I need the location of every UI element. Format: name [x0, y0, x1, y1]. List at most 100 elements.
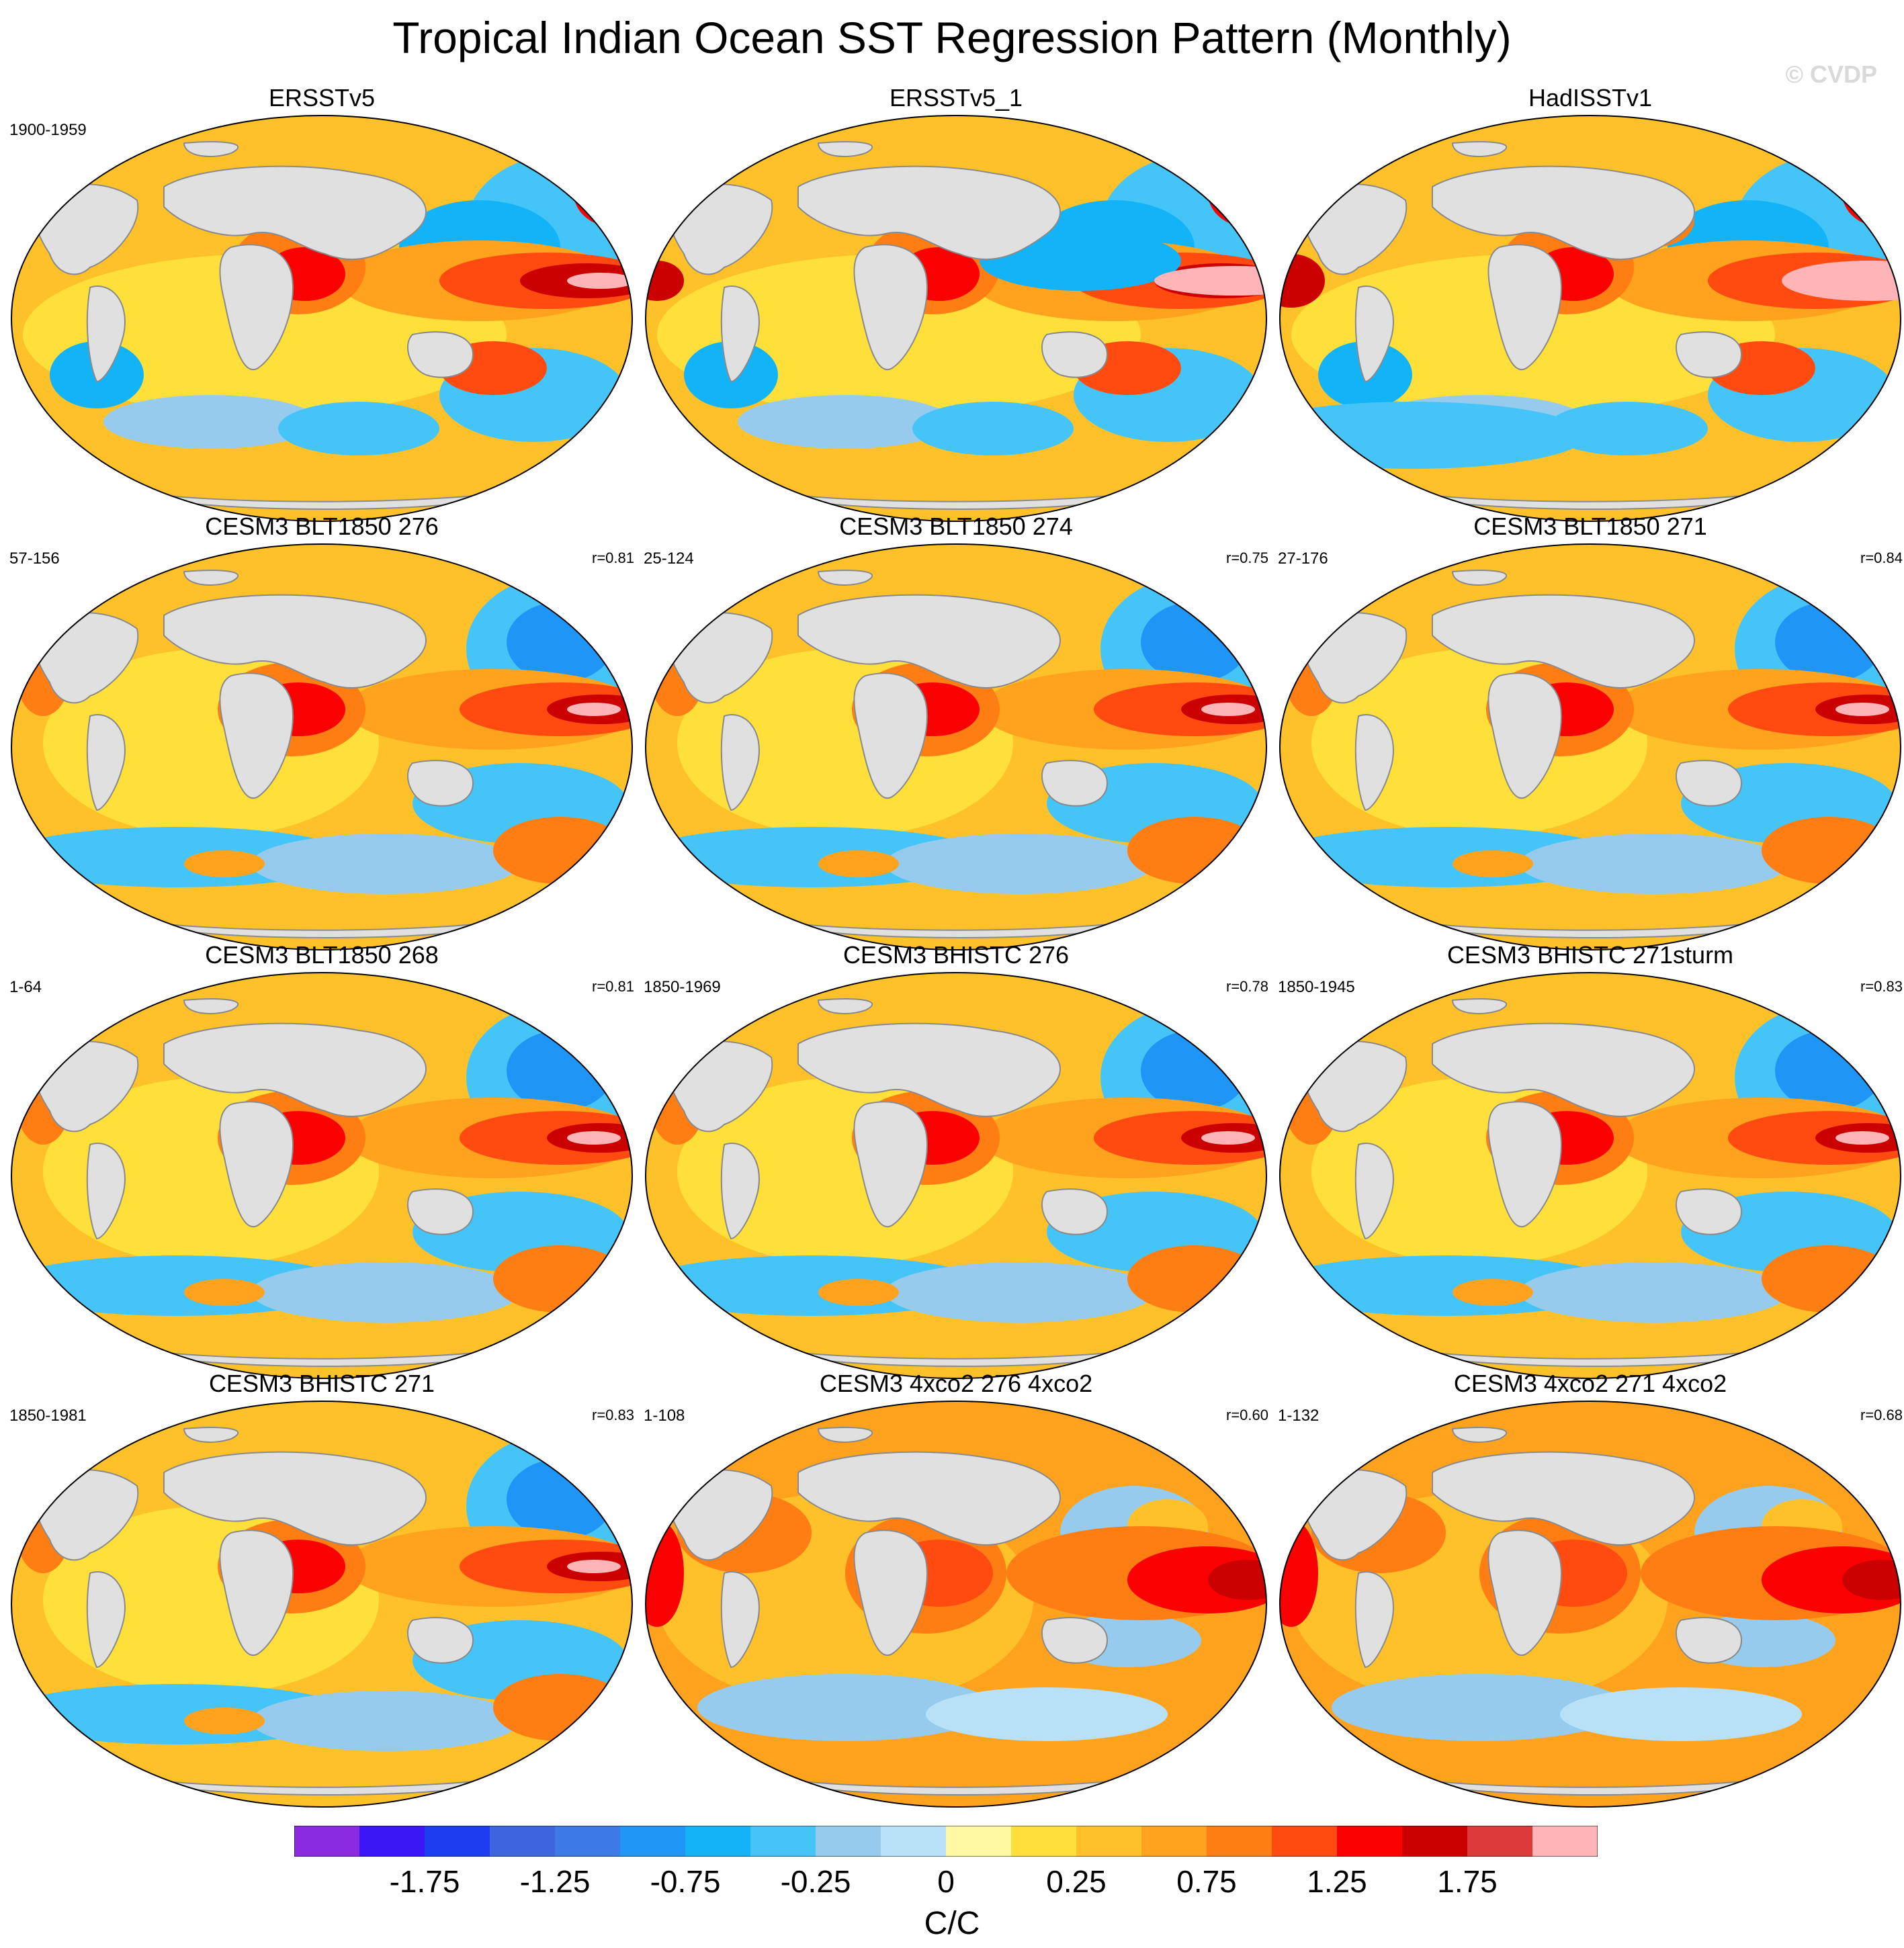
- land-mass: [1487, 244, 1562, 371]
- map-outline: [1279, 972, 1901, 1379]
- land-mass: [1432, 1451, 1695, 1546]
- land-mass: [163, 594, 427, 689]
- colorbar-tick-label: -0.75: [650, 1864, 721, 1899]
- colorbar-tick-label: 0.75: [1176, 1864, 1237, 1899]
- cvdp-watermark: © CVDP: [1785, 60, 1877, 88]
- land-mass: [219, 244, 294, 371]
- land-mass: [817, 570, 873, 586]
- colorbar-swatch: [1337, 1826, 1403, 1857]
- land-mass: [1354, 285, 1394, 383]
- map-panel: CESM3 4xco2 271 4xco2 1-132 r=0.68: [1278, 1370, 1903, 1810]
- land-mass: [163, 165, 427, 260]
- panel-title: CESM3 BLT1850 274: [839, 513, 1073, 540]
- sst-anomaly-region: [1835, 703, 1889, 716]
- sst-anomaly-region: [1782, 261, 1901, 301]
- land-mass: [1432, 594, 1695, 689]
- panel-correlation: r=0.84: [1860, 549, 1903, 566]
- colorbar-swatch: [685, 1826, 751, 1857]
- panel-title: CESM3 BHISTC 276: [842, 941, 1070, 969]
- map-outline: [11, 972, 633, 1379]
- land-mass: [406, 331, 474, 378]
- sst-regression-map: [645, 1401, 1267, 1808]
- land-mass: [1675, 331, 1743, 378]
- map-panel: CESM3 BLT1850 276 57-156 r=0.81: [9, 513, 634, 953]
- land-mass: [797, 165, 1061, 260]
- land-mass: [1432, 165, 1695, 260]
- land-mass: [86, 1143, 126, 1240]
- colorbar-swatch: [425, 1826, 490, 1857]
- sst-anomaly-region: [1201, 703, 1255, 716]
- sst-anomaly-region: [567, 703, 621, 716]
- sst-anomaly-region: [1332, 1674, 1627, 1741]
- map-outline: [645, 1401, 1267, 1808]
- land-mass: [1675, 1617, 1743, 1664]
- sst-regression-map: [11, 972, 633, 1379]
- land-mass: [1451, 141, 1508, 157]
- land-mass: [219, 672, 294, 799]
- land-mass: [163, 1022, 427, 1117]
- map-panel: CESM3 BHISTC 271sturm 1850-1945 r=0.83: [1278, 941, 1903, 1381]
- land-mass: [1487, 1101, 1562, 1228]
- sst-regression-map: [1279, 543, 1901, 950]
- panel-correlation: r=0.83: [592, 1407, 634, 1423]
- land-mass: [1041, 1188, 1109, 1235]
- sst-anomaly-region: [1453, 850, 1533, 877]
- land-mass: [86, 285, 126, 383]
- colorbar-tick-label: 1.75: [1437, 1864, 1498, 1899]
- map-panel: CESM3 BHISTC 271 1850-1981 r=0.83: [9, 1370, 634, 1810]
- land-mass: [817, 998, 873, 1014]
- panel-correlation: r=0.81: [592, 549, 634, 566]
- colorbar-swatch: [881, 1826, 947, 1857]
- panel-correlation: r=0.75: [1226, 549, 1268, 566]
- sst-anomaly-region: [926, 1687, 1168, 1741]
- panel-title: CESM3 BLT1850 268: [205, 941, 439, 969]
- map-outline: [645, 972, 1267, 1379]
- land-mass: [1432, 1022, 1695, 1117]
- sst-anomaly-region: [1280, 254, 1325, 308]
- land-mass: [219, 1530, 294, 1656]
- panel-period: 1850-1945: [1278, 978, 1355, 996]
- colorbar-swatch: [1532, 1826, 1598, 1857]
- panel-title: CESM3 BLT1850 276: [205, 513, 439, 540]
- land-mass: [853, 1101, 928, 1228]
- map-outline: [1279, 1401, 1901, 1808]
- land-mass: [406, 1188, 474, 1235]
- sst-regression-map: [1279, 1401, 1901, 1808]
- land-mass: [86, 714, 126, 811]
- land-mass: [163, 1451, 427, 1546]
- map-outline: [11, 543, 633, 950]
- sst-anomaly-region: [103, 395, 318, 449]
- sst-anomaly-region: [278, 402, 439, 455]
- land-mass: [183, 570, 239, 586]
- land-mass: [1451, 998, 1508, 1014]
- sst-anomaly-region: [1280, 1519, 1318, 1627]
- land-mass: [1041, 331, 1109, 378]
- land-mass: [720, 714, 760, 811]
- sst-regression-map: [645, 115, 1267, 522]
- sst-anomaly-region: [1835, 1131, 1889, 1145]
- land-mass: [183, 1427, 239, 1443]
- land-mass: [1451, 1427, 1508, 1443]
- colorbar-swatch: [1011, 1826, 1077, 1857]
- map-outline: [645, 115, 1267, 522]
- map-panel: ERSSTv5 1900-1959: [9, 84, 634, 524]
- panel-title: CESM3 4xco2 271 4xco2: [1453, 1370, 1727, 1397]
- panel-title: CESM3 BLT1850 271: [1473, 513, 1707, 540]
- sst-anomaly-region: [567, 1560, 621, 1573]
- panel-title: CESM3 4xco2 276 4xco2: [819, 1370, 1093, 1397]
- land-mass: [853, 1530, 928, 1656]
- panel-period: 1-132: [1278, 1407, 1319, 1425]
- land-mass: [797, 1451, 1061, 1546]
- land-mass: [1041, 760, 1109, 807]
- land-mass: [720, 285, 760, 383]
- land-mass: [1675, 1188, 1743, 1235]
- map-outline: [11, 1401, 633, 1808]
- panel-correlation: r=0.78: [1226, 978, 1268, 995]
- sst-anomaly-region: [818, 1279, 899, 1306]
- colorbar: [294, 1826, 1598, 1857]
- colorbar-tick-label: 1.25: [1307, 1864, 1367, 1899]
- land-mass: [797, 594, 1061, 689]
- sst-anomaly-region: [738, 395, 953, 449]
- sst-anomaly-region: [697, 1674, 993, 1741]
- map-outline: [1279, 543, 1901, 950]
